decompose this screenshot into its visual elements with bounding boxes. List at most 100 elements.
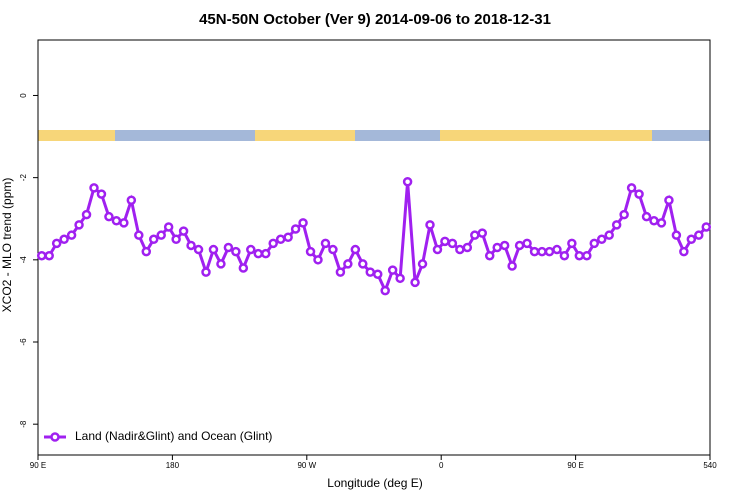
data-point [372,269,383,279]
data-point [305,246,316,257]
data-point [499,240,510,251]
data-point [275,234,286,245]
data-point [44,250,54,261]
chart-title: 45N-50N October (Ver 9) 2014-09-06 to 20… [199,11,551,28]
data-point [335,267,346,277]
data-point [193,244,204,255]
data-point [231,246,241,257]
x-tick-label: 180 [166,461,180,470]
data-point [148,234,159,245]
data-point [649,216,659,226]
data-point [36,250,47,261]
data-point [656,218,667,228]
data-point [589,238,600,249]
data-point [358,259,368,269]
data-point [470,230,480,240]
data-point [529,246,540,257]
data-point [619,209,629,220]
data-point [74,220,84,230]
legend-marker [50,432,60,442]
data-point [313,255,323,265]
x-axis-label: Longitude (deg E) [327,476,422,490]
data-point [298,218,308,228]
data-point [402,177,413,187]
data-point [268,238,278,249]
plot-frame [37,39,711,456]
x-tick-label: 90 E [30,461,46,470]
data-point [559,250,570,261]
data-point [350,244,361,255]
y-tick-label: -6 [19,338,28,346]
data-point [596,234,607,245]
data-point [89,183,99,193]
data-point [582,250,592,261]
data-point [671,230,682,240]
data-point [544,246,555,257]
data-point [626,183,637,193]
data-point [290,224,301,234]
data-point [260,248,271,259]
data-point [567,238,577,249]
data-point [178,226,189,236]
data-point [679,246,689,257]
x-tick-label: 90 W [297,461,316,470]
data-point [81,209,92,220]
legend-label: Land (Nadir&Glint) and Ocean (Glint) [75,429,272,443]
data-point [283,232,293,242]
data-point [552,244,562,255]
data-point [686,234,697,245]
data-point [694,230,704,240]
data-point [96,189,107,199]
data-point [425,220,435,230]
data-point [156,230,166,240]
data-point [141,246,152,257]
data-point [447,238,458,249]
data-point [343,259,353,269]
data-point [208,244,219,255]
data-point [380,285,390,296]
data-point [246,244,256,255]
x-tick-label: 0 [439,461,444,470]
data-point [537,246,547,257]
data-point [201,267,211,277]
data-point [111,216,122,226]
data-point [104,211,114,222]
data-point [163,222,174,232]
y-axis-label: XCO2 - MLO trend (ppm) [0,178,14,313]
y-tick-label: -4 [19,256,28,264]
data-point [507,261,517,271]
data-point [462,242,473,253]
geography-strip [38,130,710,141]
data-point [66,230,77,240]
data-point [134,230,144,240]
data-point [365,267,376,277]
data-point [417,259,428,269]
data-point [432,244,443,255]
data-point [171,234,181,245]
y-tick-label: -2 [19,174,28,182]
y-tick-label: 0 [19,93,28,98]
data-point [664,195,674,205]
data-point [238,263,249,273]
data-point [634,189,644,199]
x-tick-label: 540 [703,461,717,470]
data-point [484,250,495,261]
data-point [119,218,129,228]
data-point [604,230,614,240]
data-point [477,228,488,238]
data-point [410,277,420,288]
data-point [59,234,69,245]
data-point [641,211,652,222]
data-point [455,244,465,255]
data-point [522,238,532,249]
data-point [395,273,405,284]
x-tick-label: 90 E [567,461,583,470]
data-point [223,242,234,253]
data-point [126,195,137,205]
data-point [320,238,331,249]
data-point [701,222,712,232]
data-point [186,240,196,251]
data-point [328,244,338,255]
data-point [514,240,525,251]
data-point [574,250,585,261]
